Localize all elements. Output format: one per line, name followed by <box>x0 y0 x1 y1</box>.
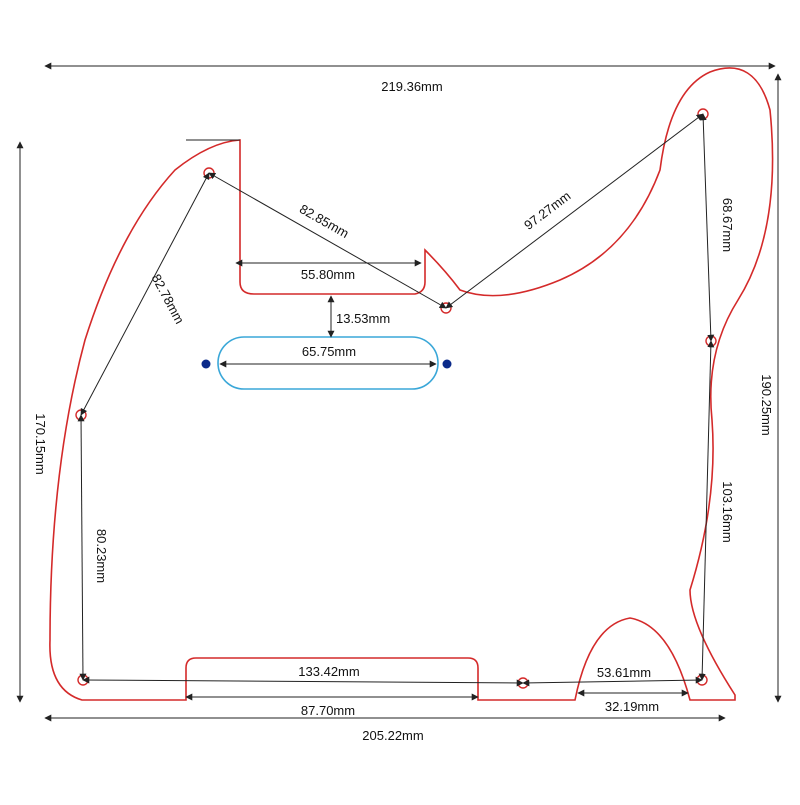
label-overall-height-right: 190.25mm <box>759 374 774 435</box>
dim-line-left-diagonal <box>80 172 210 416</box>
dim-line-right-lower-vertical <box>698 340 715 681</box>
label-bottom-right-span: 53.61mm <box>597 665 651 680</box>
label-bottom-holes-span: 133.42mm <box>298 664 359 679</box>
pickguard-outline <box>49 67 774 701</box>
dimension-lines <box>16 62 782 722</box>
label-bottom-notch-width: 87.70mm <box>301 703 355 718</box>
dim-line-bottom-right <box>522 676 703 687</box>
label-overall-width-top: 219.36mm <box>381 79 442 94</box>
dim-line-upper-left-diagonal <box>208 172 447 309</box>
label-right-lower-vertical: 103.16mm <box>720 481 735 542</box>
label-pocket-to-pickup: 13.53mm <box>336 311 390 326</box>
label-neck-pocket-width: 55.80mm <box>301 267 355 282</box>
label-pickup-length: 65.75mm <box>302 344 356 359</box>
dim-line-upper-right-diagonal <box>445 113 704 309</box>
label-upper-left-diagonal: 82.85mm <box>297 201 352 241</box>
dim-line-left-vertical <box>77 414 87 681</box>
label-left-vertical: 80.23mm <box>94 529 109 583</box>
screw-holes <box>75 108 717 689</box>
dim-line-bottom-holes <box>82 676 524 687</box>
pickup-dot-left <box>201 359 211 369</box>
label-bottom-arc-width: 32.19mm <box>605 699 659 714</box>
label-left-diagonal: 82.78mm <box>149 271 188 326</box>
label-overall-height-left: 170.15mm <box>33 413 48 474</box>
dim-line-right-upper-vertical <box>699 113 715 342</box>
label-upper-right-diagonal: 97.27mm <box>521 188 573 233</box>
pickup-dot-right <box>442 359 452 369</box>
label-overall-width-bottom: 205.22mm <box>362 728 423 743</box>
label-right-upper-vertical: 68.67mm <box>720 198 735 252</box>
